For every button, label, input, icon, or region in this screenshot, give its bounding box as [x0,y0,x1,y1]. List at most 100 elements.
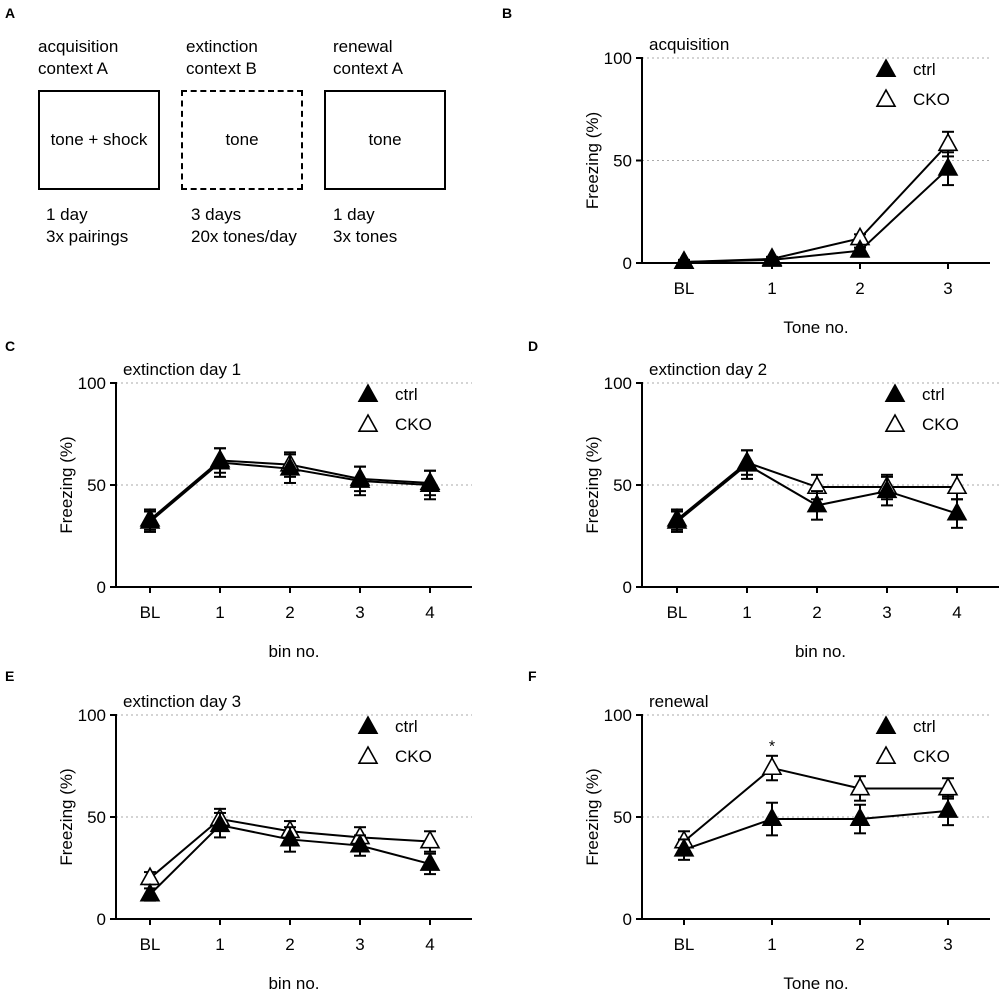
chart-d: 0 50 100 BL 1 2 3 4 bin no. Freezing (%) extinctio… [583,360,999,661]
chart-panel-c: C 0 50 100 BL 1 2 3 4 bin no. Freezing (%) extinct… [0,334,500,668]
x-tick-label: 3 [355,935,364,954]
data-point-ctrl [849,807,871,827]
renewal-context-box: tone [324,90,446,190]
x-tick-label: 4 [425,603,434,622]
data-point-ctrl [673,837,695,857]
legend-label-ctrl: ctrl [395,717,418,736]
y-axis-title: Freezing (%) [583,436,602,533]
series-line-cko [683,766,948,843]
x-tick-label: BL [667,603,688,622]
data-point-ctrl [761,248,783,267]
phase-renewal-heading: renewal context A [333,36,403,80]
legend-label-cko: CKO [913,90,950,109]
data-point-ctrl [673,250,695,269]
data-point-ctrl [736,452,758,472]
y-tick-label: 0 [97,910,106,929]
renewal-box-label: tone [368,130,402,149]
x-axis-title: bin no. [795,642,846,661]
legend-marker-cko [875,745,897,764]
x-tick-label: 2 [855,279,864,298]
data-point-cko [761,756,783,776]
panel-letter-e: E [5,668,15,684]
phase-extinction-heading: extinction context B [186,36,258,80]
phase-acquisition-details: 1 day 3x pairings [46,204,128,248]
legend-marker-cko [884,413,906,432]
data-point-ctrl [666,510,688,529]
extinction-trials: 20x tones/day [191,227,297,246]
extinction-context-box: tone [181,90,303,190]
legend-label-ctrl: ctrl [913,717,936,736]
y-tick-label: 0 [623,910,632,929]
x-tick-label: 2 [285,603,294,622]
data-point-cko [419,829,441,849]
x-tick-label: BL [140,603,161,622]
panel-letter-b: B [502,5,513,21]
data-point-ctrl [349,469,371,488]
phase-extinction-context: context B [186,59,257,78]
phase-renewal-details: 1 day 3x tones [333,204,397,248]
data-point-ctrl [139,882,161,902]
data-point-ctrl [349,833,371,853]
x-tick-label: BL [674,935,695,954]
x-tick-label: 1 [215,935,224,954]
series-line-ctrl [683,167,949,263]
x-tick-label: 2 [285,935,294,954]
data-point-cko [946,475,968,495]
y-tick-label: 50 [613,808,632,827]
x-tick-label: 3 [943,935,952,954]
chart-c: 0 50 100 BL 1 2 3 4 bin no. Freezing (%) extinctio… [57,360,472,661]
legend-marker-ctrl [875,58,897,77]
legend-label-ctrl: ctrl [395,385,418,404]
chart-f: 0 50 100 BL 1 2 3 Tone no. Freezing (%) renewal ct… [583,692,990,993]
data-point-ctrl [209,450,231,470]
y-tick-label: 0 [97,578,106,597]
legend-label-cko: CKO [395,747,432,766]
legend-label-cko: CKO [913,747,950,766]
y-tick-label: 100 [78,374,106,393]
x-tick-label: 1 [767,279,776,298]
protocol-panel: A acquisition context A tone + shock 1 d… [0,0,480,320]
y-axis-title: Freezing (%) [583,768,602,865]
data-point-cko [937,776,959,796]
x-axis-title: Tone no. [783,318,848,337]
legend-label-ctrl: ctrl [922,385,945,404]
chart-panel-d: D 0 50 100 BL 1 2 3 4 bin no. Freezing (%) extinct… [500,334,1000,668]
x-tick-label: 1 [215,603,224,622]
chart-title: acquisition [649,35,729,54]
y-axis-title: Freezing (%) [57,768,76,865]
x-tick-label: 1 [767,935,776,954]
phase-renewal-name: renewal [333,37,393,56]
extinction-duration: 3 days [191,205,242,224]
x-axis-title: Tone no. [783,974,848,993]
x-tick-label: 3 [882,603,891,622]
data-point-ctrl [937,799,959,818]
renewal-duration: 1 day [333,205,375,224]
x-axis-title: bin no. [268,642,319,661]
data-point-ctrl [849,239,871,258]
data-point-ctrl [419,473,441,492]
y-tick-label: 0 [623,578,632,597]
chart-panel-f: F 0 50 100 BL 1 2 3 Tone no. Freezing (%) renewal… [500,666,1000,1000]
panel-letter-a: A [5,5,16,21]
series-line-cko [683,143,949,263]
chart-title: extinction day 1 [123,360,241,379]
data-point-ctrl [419,852,441,871]
y-tick-label: 100 [78,706,106,725]
data-point-ctrl [139,510,161,529]
phase-acquisition-name: acquisition [38,37,119,56]
data-point-ctrl [209,813,231,833]
x-tick-label: 3 [943,279,952,298]
x-tick-label: 4 [425,935,434,954]
legend-marker-ctrl [357,383,379,402]
legend-label-ctrl: ctrl [913,60,936,79]
data-point-ctrl [279,457,301,476]
y-tick-label: 100 [604,706,632,725]
x-axis-title: bin no. [268,974,319,993]
phase-extinction-name: extinction [186,37,258,56]
panel-letter-c: C [5,338,16,354]
significance-marker: * [769,739,775,756]
chart-title: extinction day 2 [649,360,767,379]
legend-label-cko: CKO [922,415,959,434]
data-point-ctrl [279,827,301,847]
chart-panel-b: B 0 50 100 BL 1 2 3 Tone no. Freezing (%) acquisi… [500,0,1000,340]
